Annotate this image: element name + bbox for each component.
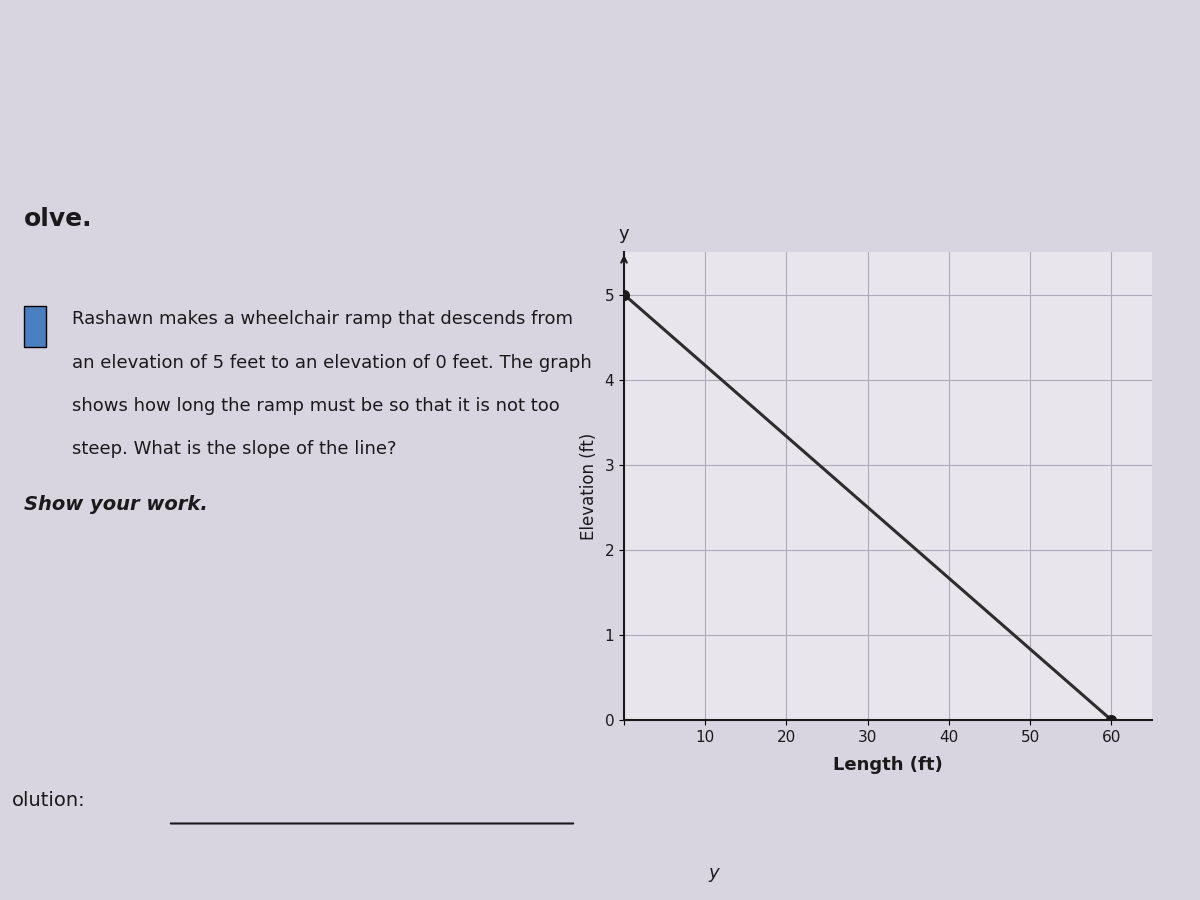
Text: olve.: olve. [24,207,92,231]
Text: Show your work.: Show your work. [24,495,208,514]
Text: Rashawn makes a wheelchair ramp that descends from: Rashawn makes a wheelchair ramp that des… [72,310,574,328]
Text: olution:: olution: [12,791,85,810]
X-axis label: Length (ft): Length (ft) [833,756,943,774]
Text: an elevation of 5 feet to an elevation of 0 feet. The graph: an elevation of 5 feet to an elevation o… [72,354,592,372]
Text: shows how long the ramp must be so that it is not too: shows how long the ramp must be so that … [72,397,559,415]
Text: y: y [619,225,629,243]
Text: y: y [708,864,719,882]
FancyBboxPatch shape [24,306,46,346]
Text: steep. What is the slope of the line?: steep. What is the slope of the line? [72,440,396,458]
Y-axis label: Elevation (ft): Elevation (ft) [580,432,598,540]
